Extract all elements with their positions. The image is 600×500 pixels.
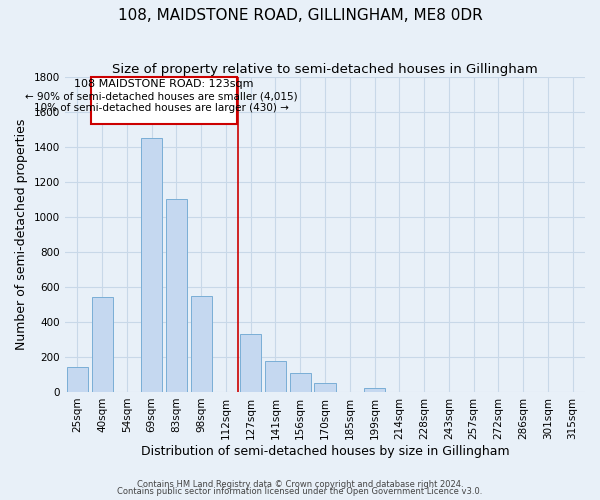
Text: Contains HM Land Registry data © Crown copyright and database right 2024.: Contains HM Land Registry data © Crown c…	[137, 480, 463, 489]
Bar	[141, 138, 162, 392]
X-axis label: Distribution of semi-detached houses by size in Gillingham: Distribution of semi-detached houses by …	[140, 444, 509, 458]
Bar	[191, 296, 212, 392]
Bar	[290, 372, 311, 392]
Bar	[67, 368, 88, 392]
FancyBboxPatch shape	[91, 76, 237, 124]
Text: 108 MAIDSTONE ROAD: 123sqm: 108 MAIDSTONE ROAD: 123sqm	[74, 79, 254, 89]
Bar	[314, 383, 335, 392]
Bar	[166, 200, 187, 392]
Y-axis label: Number of semi-detached properties: Number of semi-detached properties	[15, 118, 28, 350]
Bar	[240, 334, 261, 392]
Title: Size of property relative to semi-detached houses in Gillingham: Size of property relative to semi-detach…	[112, 62, 538, 76]
Bar	[265, 362, 286, 392]
Bar	[364, 388, 385, 392]
Bar	[92, 298, 113, 392]
Text: 10% of semi-detached houses are larger (430) →: 10% of semi-detached houses are larger (…	[34, 103, 289, 113]
Text: Contains public sector information licensed under the Open Government Licence v3: Contains public sector information licen…	[118, 487, 482, 496]
Text: ← 90% of semi-detached houses are smaller (4,015): ← 90% of semi-detached houses are smalle…	[25, 92, 298, 102]
Text: 108, MAIDSTONE ROAD, GILLINGHAM, ME8 0DR: 108, MAIDSTONE ROAD, GILLINGHAM, ME8 0DR	[118, 8, 482, 22]
